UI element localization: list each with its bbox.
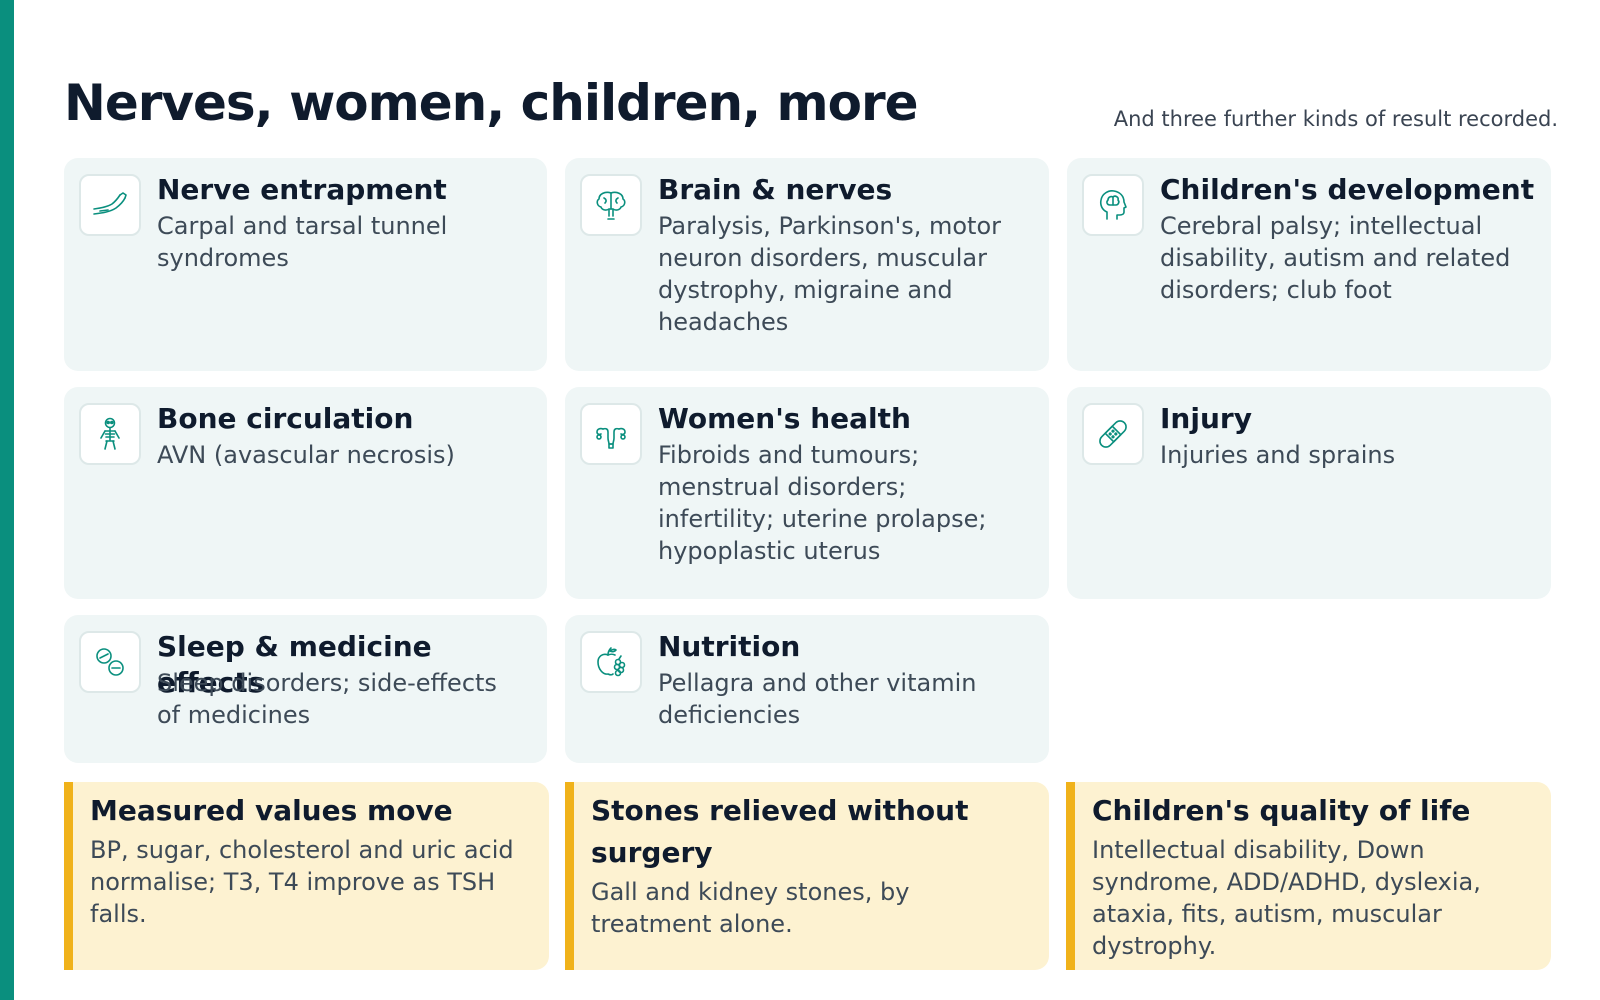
card-injury: Injury Injuries and sprains bbox=[1067, 387, 1551, 599]
card-title: Bone circulation bbox=[157, 402, 414, 435]
card-childrens-development: Children's development Cerebral palsy; i… bbox=[1067, 158, 1551, 371]
card-description: AVN (avascular necrosis) bbox=[157, 441, 455, 469]
head-brain-icon bbox=[1082, 174, 1144, 236]
highlight-stones-relieved: Stones relieved without surgery Gall and… bbox=[565, 782, 1049, 970]
highlight-title: Stones relieved without surgery bbox=[591, 794, 969, 869]
card-title: Brain & nerves bbox=[658, 173, 893, 206]
card-description: Fibroids and tumours; menstrual disorder… bbox=[658, 441, 987, 565]
card-bone-circulation: Bone circulation AVN (avascular necrosis… bbox=[64, 387, 547, 599]
card-description: Pellagra and other vitamin deficiencies bbox=[658, 669, 977, 729]
card-description: Cerebral palsy; intellectual disability,… bbox=[1160, 212, 1511, 304]
highlight-description: Gall and kidney stones, by treatment alo… bbox=[591, 878, 910, 938]
bandage-icon bbox=[1082, 403, 1144, 465]
uterus-icon bbox=[580, 403, 642, 465]
card-title: Sleep & medicine effects bbox=[157, 630, 432, 699]
card-description: Sleep disorders; side-effects of medicin… bbox=[157, 669, 497, 729]
arm-nerve-icon bbox=[79, 174, 141, 236]
left-accent-bar bbox=[0, 0, 14, 1000]
card-womens-health: Women's health Fibroids and tumours; men… bbox=[565, 387, 1049, 599]
skeleton-icon bbox=[79, 403, 141, 465]
card-nerve-entrapment: Nerve entrapment Carpal and tarsal tunne… bbox=[64, 158, 547, 371]
page-title: Nerves, women, children, more bbox=[64, 74, 919, 132]
card-nutrition: Nutrition Pellagra and other vitamin def… bbox=[565, 615, 1049, 763]
card-description: Carpal and tarsal tunnel syndromes bbox=[157, 212, 448, 272]
card-title: Nutrition bbox=[658, 630, 801, 663]
highlight-measured-values: Measured values move BP, sugar, choleste… bbox=[64, 782, 549, 970]
highlight-childrens-quality-of-life: Children's quality of life Intellectual … bbox=[1066, 782, 1551, 970]
card-title: Children's development bbox=[1160, 173, 1535, 206]
highlight-description: Intellectual disability, Down syndrome, … bbox=[1092, 836, 1481, 960]
highlight-title: Children's quality of life bbox=[1092, 794, 1471, 827]
card-sleep-medicine: Sleep & medicine effects Sleep disorders… bbox=[64, 615, 547, 763]
brain-icon bbox=[580, 174, 642, 236]
card-title: Nerve entrapment bbox=[157, 173, 447, 206]
fruit-icon bbox=[580, 631, 642, 693]
card-description: Paralysis, Parkinson's, motor neuron dis… bbox=[658, 212, 1002, 336]
highlight-title: Measured values move bbox=[90, 794, 453, 827]
card-brain-nerves: Brain & nerves Paralysis, Parkinson's, m… bbox=[565, 158, 1049, 371]
card-title: Women's health bbox=[658, 402, 911, 435]
pills-icon bbox=[79, 631, 141, 693]
card-title: Injury bbox=[1160, 402, 1252, 435]
page-subtitle: And three further kinds of result record… bbox=[1113, 107, 1558, 131]
card-description: Injuries and sprains bbox=[1160, 441, 1396, 469]
highlight-description: BP, sugar, cholesterol and uric acid nor… bbox=[90, 836, 514, 928]
